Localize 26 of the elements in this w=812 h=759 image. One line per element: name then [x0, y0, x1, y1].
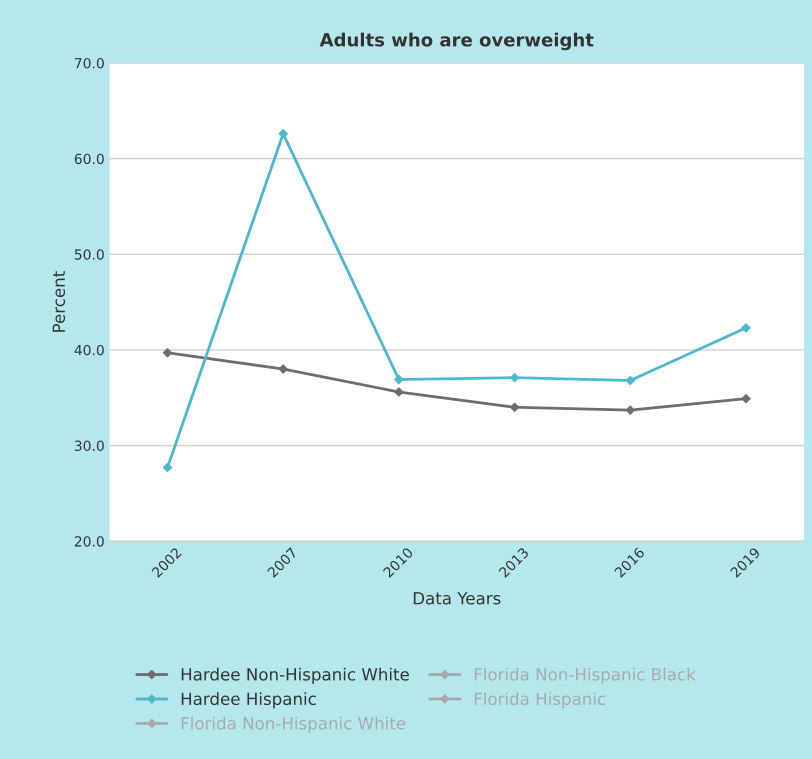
y-tick-label: 30.0	[74, 440, 104, 452]
legend-label: Hardee Non-Hispanic White	[182, 668, 409, 684]
y-tick-label: 20.0	[74, 536, 104, 547]
point	[626, 406, 635, 415]
y-tick-label: 60.0	[74, 154, 104, 164]
y-tick-label: 70.0	[74, 58, 104, 68]
point	[741, 323, 751, 333]
point	[278, 129, 288, 138]
point	[278, 364, 288, 374]
point	[394, 374, 404, 384]
point	[162, 462, 172, 472]
chart-title: Adults who are overweight	[320, 32, 594, 50]
legend-label: Hardee Hispanic	[182, 692, 316, 708]
legend-label: Florida Non-Hispanic Black	[474, 668, 696, 684]
point	[626, 376, 635, 386]
y-axis-title: Percent	[52, 271, 66, 332]
x-axis-title: Data Years	[414, 592, 500, 605]
point	[510, 373, 520, 382]
y-tick-label: 40.0	[74, 344, 104, 356]
y-tick-label: 50.0	[74, 249, 104, 260]
point	[741, 394, 751, 404]
point	[510, 402, 520, 412]
point	[394, 387, 404, 397]
legend-label: Florida Hispanic	[474, 692, 606, 708]
point	[162, 348, 172, 358]
legend-label: Florida Non-Hispanic White	[182, 716, 406, 733]
